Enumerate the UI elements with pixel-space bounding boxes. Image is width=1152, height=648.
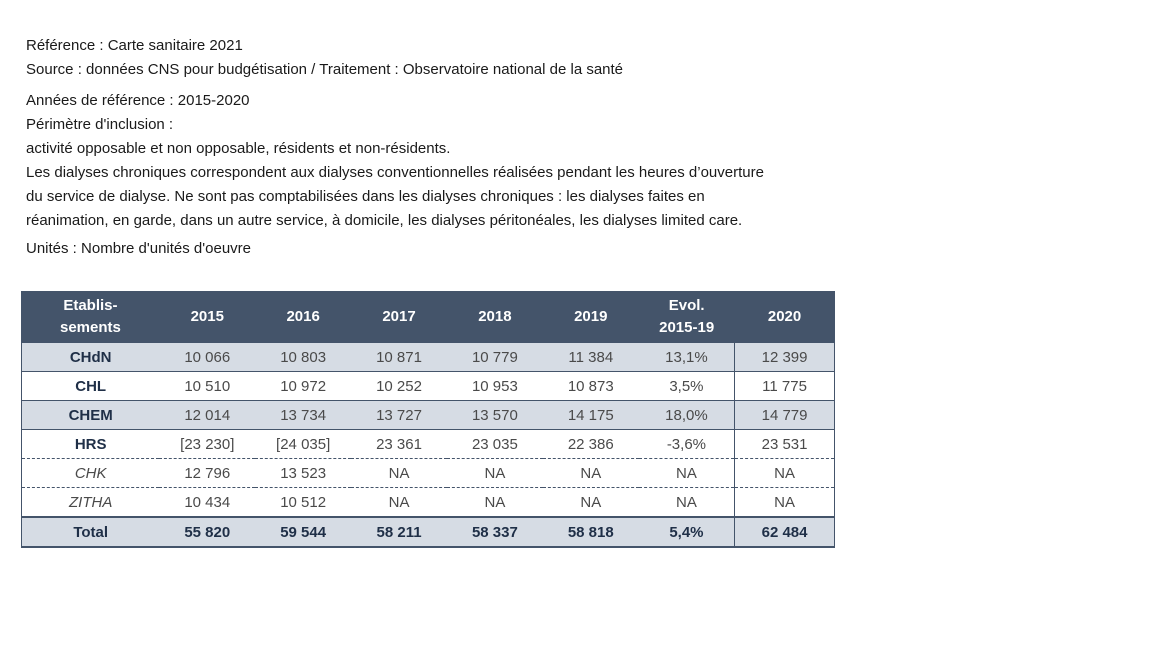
table-row: CHEM 12 014 13 734 13 727 13 570 14 175 … bbox=[21, 400, 835, 430]
table-row: CHdN 10 066 10 803 10 871 10 779 11 384 … bbox=[21, 342, 835, 372]
cell-2019: NA bbox=[542, 458, 639, 488]
header-establishments-line2: sements bbox=[59, 319, 121, 336]
cell-evol: 3,5% bbox=[638, 371, 736, 401]
table-header-row: Etablis- sements 2015 2016 2017 2018 201… bbox=[21, 291, 835, 343]
cell-evol: 18,0% bbox=[638, 400, 736, 430]
cell-2017: 10 252 bbox=[351, 371, 447, 401]
cell-2020: NA bbox=[734, 487, 835, 517]
cell-evol: NA bbox=[638, 458, 736, 488]
header-establishments: Etablis- sements bbox=[21, 291, 160, 343]
total-2015: 55 820 bbox=[159, 516, 256, 548]
table-row: HRS [23 230] [24 035] 23 361 23 035 22 3… bbox=[21, 429, 835, 459]
total-label: Total bbox=[21, 516, 160, 548]
row-establishment: CHL bbox=[21, 371, 160, 401]
header-2018: 2018 bbox=[446, 291, 544, 343]
total-2018: 58 337 bbox=[446, 516, 543, 548]
header-2019: 2019 bbox=[542, 291, 640, 343]
row-establishment: CHK bbox=[21, 458, 160, 488]
cell-2015: [23 230] bbox=[159, 429, 256, 459]
cell-evol: 13,1% bbox=[638, 342, 736, 372]
reference-line: Référence : Carte sanitaire 2021 bbox=[26, 37, 243, 54]
cell-2017: 23 361 bbox=[351, 429, 447, 459]
header-evol: Evol. 2015-19 bbox=[638, 291, 736, 343]
perimeter-title: Périmètre d'inclusion : bbox=[26, 116, 174, 133]
total-2020: 62 484 bbox=[734, 516, 835, 548]
row-establishment: CHEM bbox=[21, 400, 160, 430]
cell-2019: 10 873 bbox=[542, 371, 639, 401]
cell-2015: 10 066 bbox=[159, 342, 256, 372]
cell-2019: 11 384 bbox=[542, 342, 639, 372]
cell-2020: 14 779 bbox=[734, 400, 835, 430]
cell-2017: NA bbox=[351, 487, 447, 517]
cell-2020: 12 399 bbox=[734, 342, 835, 372]
cell-2015: 12 796 bbox=[159, 458, 256, 488]
cell-2018: 10 953 bbox=[446, 371, 543, 401]
cell-2020: 23 531 bbox=[734, 429, 835, 459]
cell-2020: 11 775 bbox=[734, 371, 835, 401]
cell-2015: 12 014 bbox=[159, 400, 256, 430]
notes-block: Référence : Carte sanitaire 2021 Source … bbox=[26, 34, 846, 261]
cell-2018: 23 035 bbox=[446, 429, 543, 459]
header-establishments-line1: Etablis- bbox=[63, 297, 118, 314]
description-line-1: Les dialyses chroniques correspondent au… bbox=[26, 164, 764, 181]
cell-2018: NA bbox=[446, 458, 543, 488]
dialysis-table: Etablis- sements 2015 2016 2017 2018 201… bbox=[21, 291, 835, 548]
header-2016: 2016 bbox=[254, 291, 352, 343]
table-row: ZITHA 10 434 10 512 NA NA NA NA NA bbox=[21, 487, 835, 517]
description-line-3: réanimation, en garde, dans un autre ser… bbox=[26, 212, 743, 229]
header-2017: 2017 bbox=[350, 291, 448, 343]
cell-evol: NA bbox=[638, 487, 736, 517]
cell-2017: NA bbox=[351, 458, 447, 488]
cell-2017: 13 727 bbox=[351, 400, 447, 430]
row-establishment: HRS bbox=[21, 429, 160, 459]
cell-2016: 10 803 bbox=[255, 342, 352, 372]
cell-2015: 10 510 bbox=[159, 371, 256, 401]
header-2015: 2015 bbox=[158, 291, 256, 343]
cell-2019: 14 175 bbox=[542, 400, 639, 430]
perimeter-text: activité opposable et non opposable, rés… bbox=[26, 140, 451, 157]
source-line: Source : données CNS pour budgétisation … bbox=[26, 61, 624, 78]
cell-2018: NA bbox=[446, 487, 543, 517]
header-2020: 2020 bbox=[734, 291, 835, 343]
cell-2020: NA bbox=[734, 458, 835, 488]
cell-2016: 10 512 bbox=[255, 487, 352, 517]
table-row: CHK 12 796 13 523 NA NA NA NA NA bbox=[21, 458, 835, 488]
cell-2016: 10 972 bbox=[255, 371, 352, 401]
cell-2016: [24 035] bbox=[255, 429, 352, 459]
cell-2018: 10 779 bbox=[446, 342, 543, 372]
cell-2016: 13 523 bbox=[255, 458, 352, 488]
cell-2019: NA bbox=[542, 487, 639, 517]
description-line-2: du service de dialyse. Ne sont pas compt… bbox=[26, 188, 705, 205]
total-row: Total 55 820 59 544 58 211 58 337 58 818… bbox=[21, 516, 835, 548]
header-evol-line2: 2015-19 bbox=[659, 319, 715, 336]
row-establishment: CHdN bbox=[21, 342, 160, 372]
total-2016: 59 544 bbox=[255, 516, 352, 548]
cell-2017: 10 871 bbox=[351, 342, 447, 372]
cell-2019: 22 386 bbox=[542, 429, 639, 459]
cell-evol: -3,6% bbox=[638, 429, 736, 459]
total-2019: 58 818 bbox=[542, 516, 639, 548]
header-evol-line1: Evol. bbox=[668, 297, 705, 314]
row-establishment: ZITHA bbox=[21, 487, 160, 517]
cell-2016: 13 734 bbox=[255, 400, 352, 430]
cell-2018: 13 570 bbox=[446, 400, 543, 430]
total-evol: 5,4% bbox=[638, 516, 736, 548]
units-line: Unités : Nombre d'unités d'oeuvre bbox=[26, 240, 252, 257]
total-2017: 58 211 bbox=[351, 516, 447, 548]
cell-2015: 10 434 bbox=[159, 487, 256, 517]
table-row: CHL 10 510 10 972 10 252 10 953 10 873 3… bbox=[21, 371, 835, 401]
years-line: Années de référence : 2015-2020 bbox=[26, 92, 250, 109]
